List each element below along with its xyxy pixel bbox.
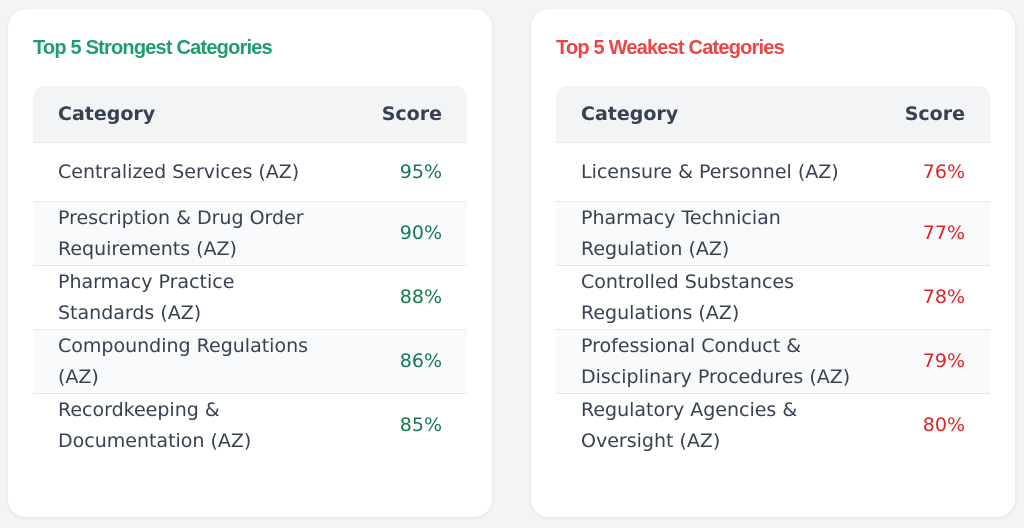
table-row: Controlled Substances Regulations (AZ) 78… — [556, 266, 990, 330]
score-cell: 90% — [356, 202, 467, 266]
score-header: Score — [356, 86, 467, 143]
category-header: Category — [33, 86, 357, 143]
score-cell: 78% — [879, 266, 990, 330]
strongest-table: Category Score Centralized Services (AZ)… — [33, 86, 467, 457]
table-row: Regulatory Agencies & Oversight (AZ) 80% — [556, 394, 990, 457]
category-cell: Professional Conduct & Disciplinary Proc… — [556, 330, 880, 394]
score-cell: 88% — [356, 266, 467, 330]
weakest-table: Category Score Licensure & Personnel (AZ… — [556, 86, 990, 457]
category-cell: Prescription & Drug Order Requirements (… — [33, 202, 357, 266]
category-header: Category — [556, 86, 880, 143]
score-cell: 76% — [879, 143, 990, 202]
strongest-categories-card: Top 5 Strongest Categories Category Scor… — [8, 9, 492, 517]
table-row: Centralized Services (AZ) 95% — [33, 143, 467, 202]
category-cell: Centralized Services (AZ) — [33, 143, 357, 202]
table-row: Compounding Regulations (AZ) 86% — [33, 330, 467, 394]
category-cell: Pharmacy Technician Regulation (AZ) — [556, 202, 880, 266]
score-cell: 85% — [399, 414, 442, 436]
category-cell: Recordkeeping & Documentation (AZ) — [58, 398, 252, 452]
table-row: Licensure & Personnel (AZ) 76% — [556, 143, 990, 202]
category-cell: Regulatory Agencies & Oversight (AZ) — [581, 398, 798, 452]
weakest-categories-card: Top 5 Weakest Categories Category Score … — [531, 9, 1015, 517]
score-cell: 77% — [879, 202, 990, 266]
table-row: Pharmacy Practice Standards (AZ) 88% — [33, 266, 467, 330]
category-cell: Licensure & Personnel (AZ) — [556, 143, 880, 202]
category-cell: Pharmacy Practice Standards (AZ) — [33, 266, 357, 330]
score-cell: 80% — [922, 414, 965, 436]
score-cell: 79% — [879, 330, 990, 394]
table-header: Category Score — [33, 86, 467, 143]
score-cell: 95% — [356, 143, 467, 202]
table-row: Pharmacy Technician Regulation (AZ) 77% — [556, 202, 990, 266]
table-header: Category Score — [556, 86, 990, 143]
category-cell: Controlled Substances Regulations (AZ) — [556, 266, 880, 330]
weakest-title: Top 5 Weakest Categories — [556, 37, 785, 59]
score-cell: 86% — [356, 330, 467, 394]
score-header: Score — [879, 86, 990, 143]
category-cell: Compounding Regulations (AZ) — [33, 330, 357, 394]
table-row: Prescription & Drug Order Requirements (… — [33, 202, 467, 266]
strongest-title: Top 5 Strongest Categories — [33, 37, 273, 59]
table-row: Recordkeeping & Documentation (AZ) 85% — [33, 394, 467, 457]
table-row: Professional Conduct & Disciplinary Proc… — [556, 330, 990, 394]
